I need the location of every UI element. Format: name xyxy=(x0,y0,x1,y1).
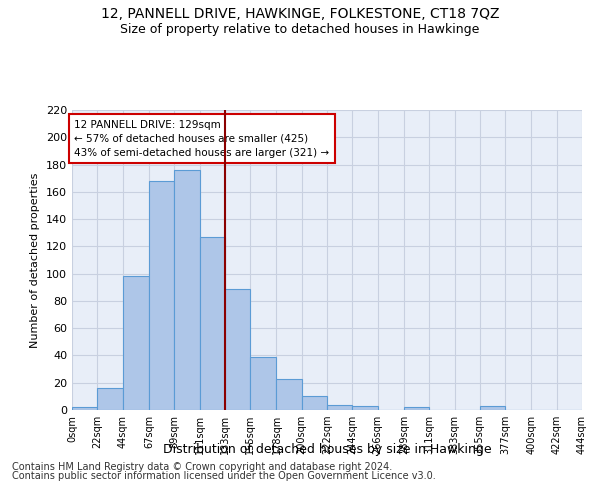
Bar xyxy=(97,388,122,410)
Bar xyxy=(327,404,352,410)
Bar xyxy=(480,406,505,410)
Text: Contains public sector information licensed under the Open Government Licence v3: Contains public sector information licen… xyxy=(12,471,436,481)
Bar xyxy=(225,288,250,410)
Bar xyxy=(352,406,377,410)
Bar xyxy=(122,276,149,410)
Bar xyxy=(199,237,225,410)
Text: Distribution of detached houses by size in Hawkinge: Distribution of detached houses by size … xyxy=(163,442,491,456)
Bar xyxy=(72,408,97,410)
Bar xyxy=(277,378,302,410)
Bar xyxy=(149,181,174,410)
Bar xyxy=(174,170,199,410)
Text: Contains HM Land Registry data © Crown copyright and database right 2024.: Contains HM Land Registry data © Crown c… xyxy=(12,462,392,472)
Text: Size of property relative to detached houses in Hawkinge: Size of property relative to detached ho… xyxy=(121,22,479,36)
Text: 12, PANNELL DRIVE, HAWKINGE, FOLKESTONE, CT18 7QZ: 12, PANNELL DRIVE, HAWKINGE, FOLKESTONE,… xyxy=(101,8,499,22)
Bar xyxy=(250,357,277,410)
Bar xyxy=(404,408,429,410)
Text: 12 PANNELL DRIVE: 129sqm
← 57% of detached houses are smaller (425)
43% of semi-: 12 PANNELL DRIVE: 129sqm ← 57% of detach… xyxy=(74,120,329,158)
Y-axis label: Number of detached properties: Number of detached properties xyxy=(31,172,40,348)
Bar xyxy=(302,396,327,410)
